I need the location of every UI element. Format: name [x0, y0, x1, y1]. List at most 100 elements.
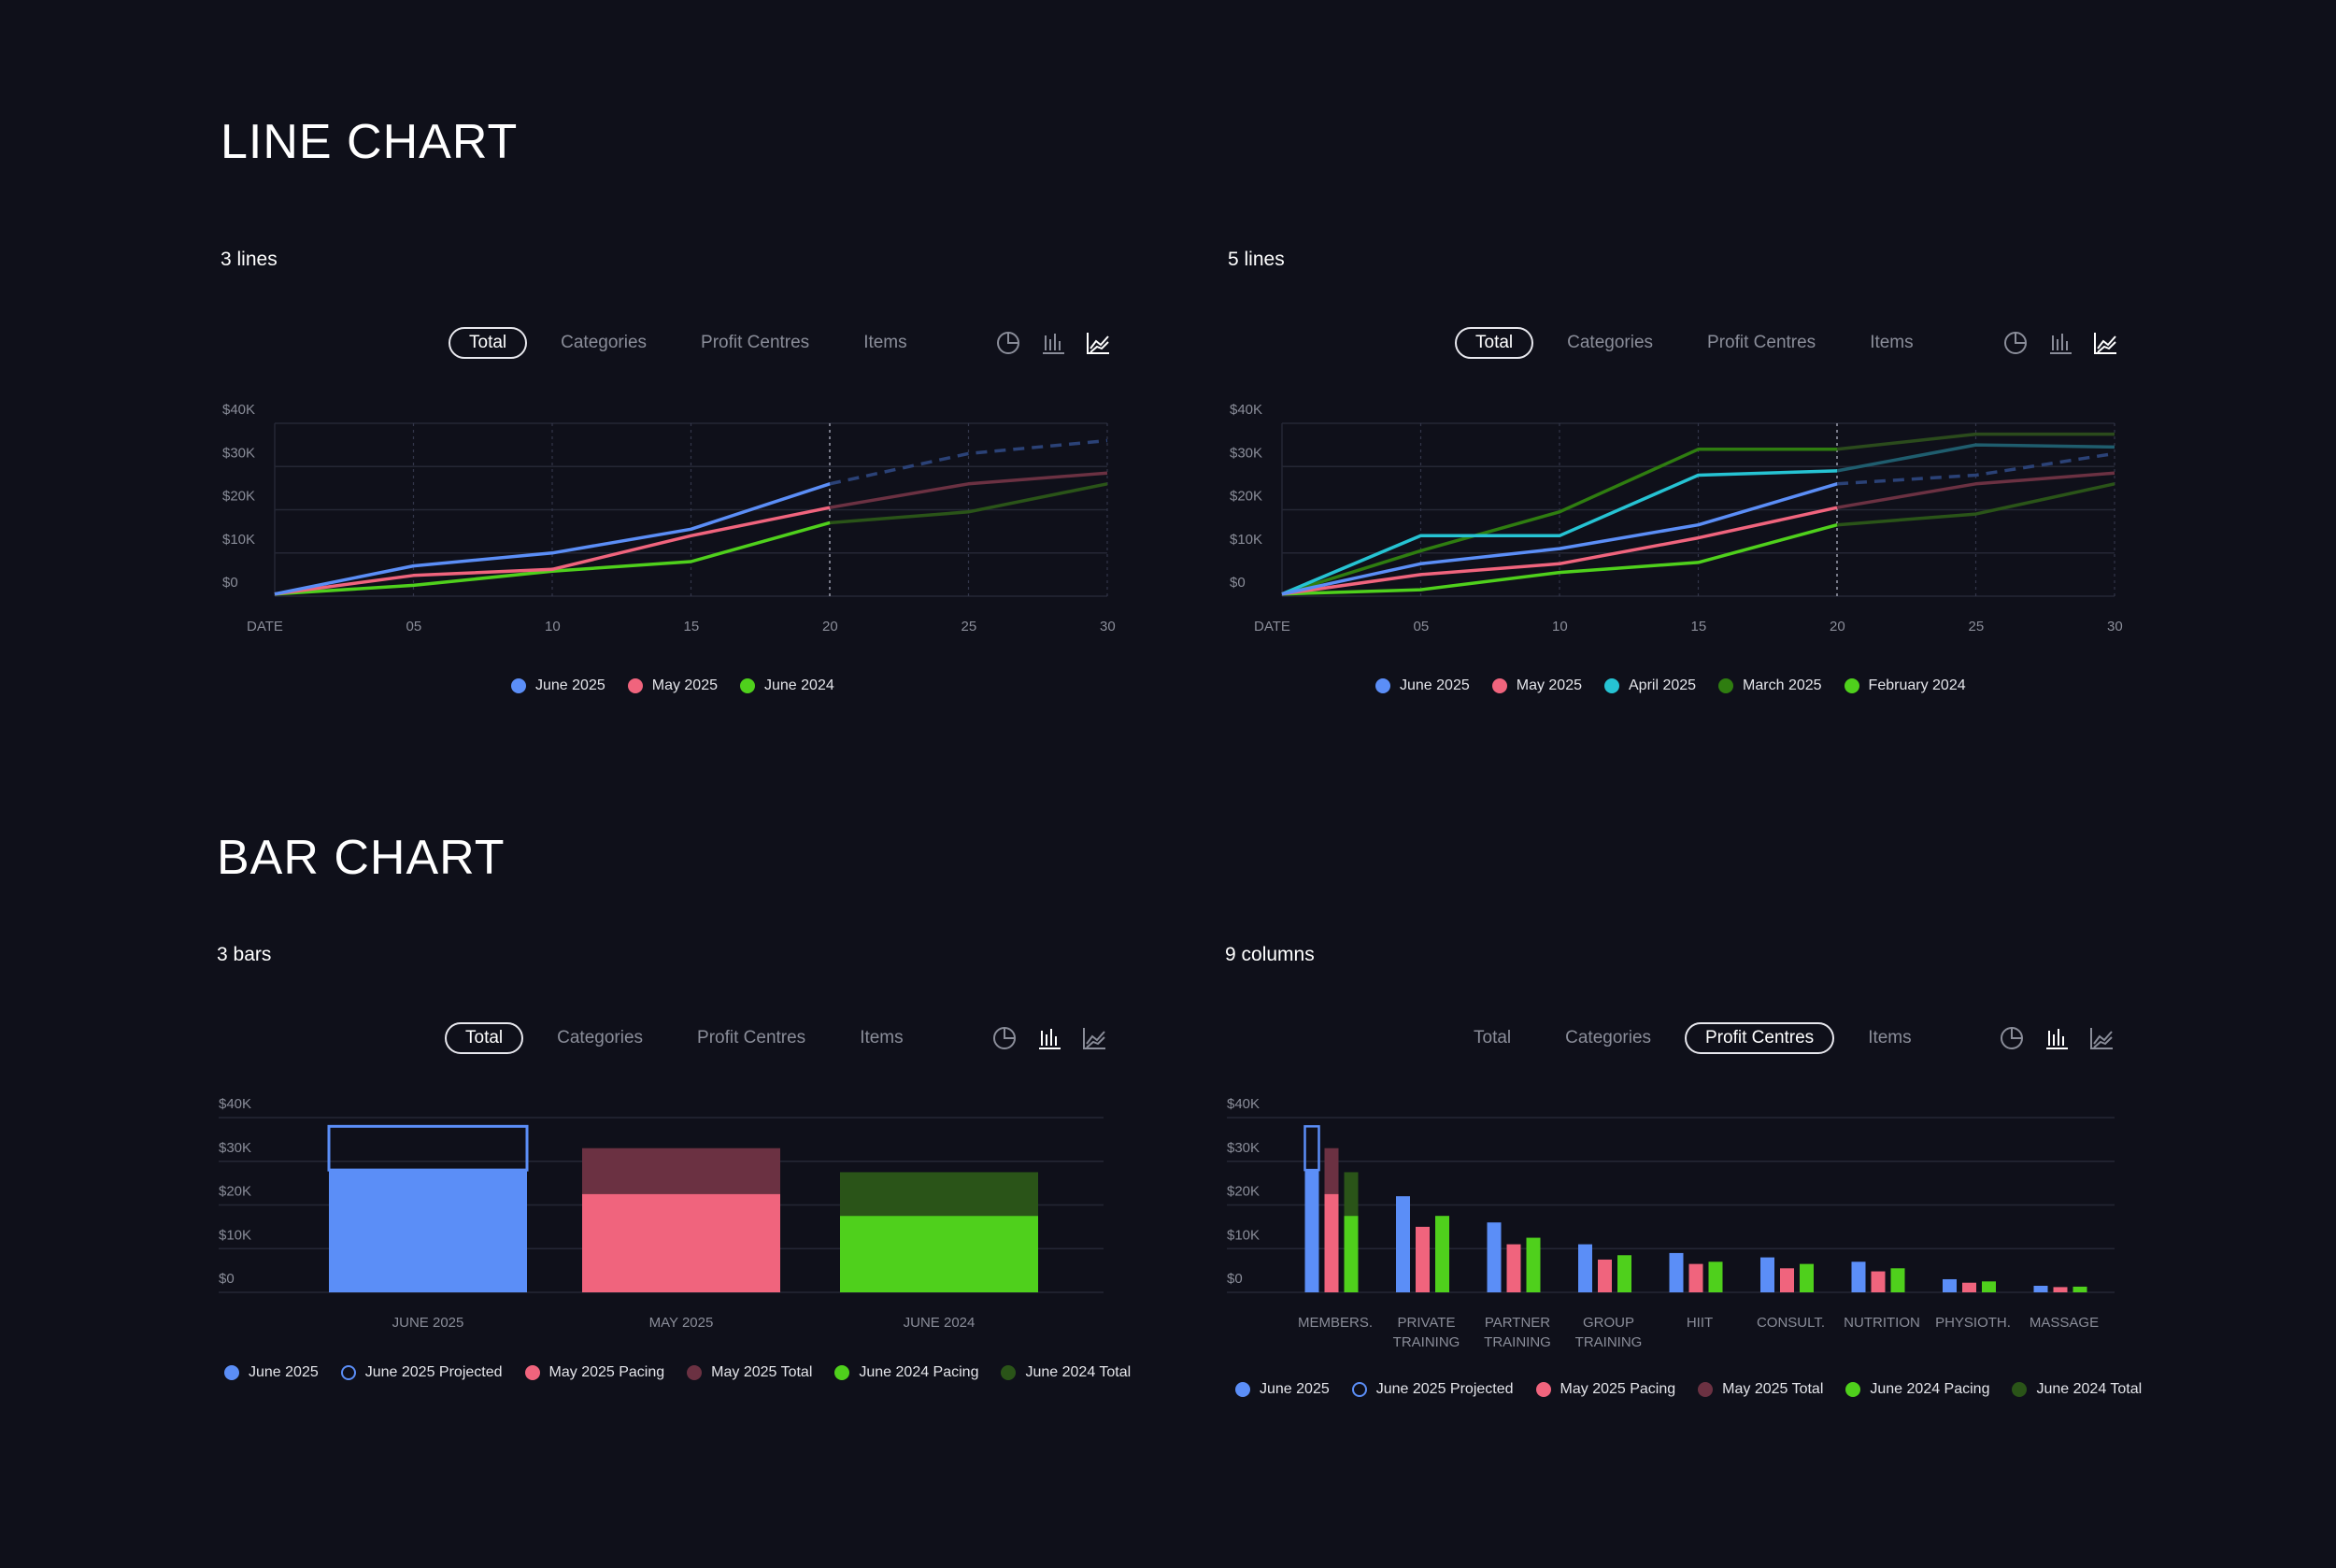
bar-june-2024: [1435, 1216, 1449, 1292]
pie-chart-icon[interactable]: [2001, 328, 2030, 358]
chart-view-switcher: [990, 1023, 1109, 1053]
line-series-may-2025-after: [1836, 471, 2115, 509]
bar-june-2024: [1617, 1255, 1631, 1292]
x-tick-label: DATE: [1254, 619, 1290, 634]
x-tick-label: PRIVATE: [1398, 1315, 1456, 1331]
tab-profit-centres[interactable]: Profit Centres: [1685, 1022, 1835, 1054]
tab-categories[interactable]: Categories: [557, 1028, 644, 1048]
y-tick-label: $0: [222, 575, 238, 591]
x-tick-label: 10: [1552, 619, 1568, 634]
x-tick-label: 30: [2107, 619, 2123, 634]
tab-profit-centres[interactable]: Profit Centres: [697, 1028, 806, 1048]
tab-items[interactable]: Items: [1868, 1028, 1912, 1048]
bar-june-2025: [329, 1170, 527, 1292]
bar-chart-icon[interactable]: [2042, 1023, 2072, 1053]
y-tick-label: $40K: [1230, 402, 1262, 418]
bar-june-2024: [840, 1216, 1038, 1292]
legend-item-may-2025: May 2025: [627, 677, 718, 694]
legend-swatch: [1235, 1382, 1250, 1397]
line-series-june-2024: [274, 520, 831, 596]
legend-label: June 2024 Pacing: [859, 1364, 979, 1380]
chart-view-switcher: [2001, 328, 2120, 358]
tab-total[interactable]: Total: [1455, 327, 1534, 359]
legend-item-june-2024-pacing: June 2024 Pacing: [834, 1364, 978, 1381]
x-tick-label: GROUP: [1583, 1315, 1634, 1331]
bar-total-may-2025: [582, 1147, 780, 1194]
bar-june-2025: [1396, 1196, 1410, 1292]
legend-label: June 2025: [249, 1364, 319, 1380]
tab-total[interactable]: Total: [449, 327, 528, 359]
x-tick-label: MEMBERS.: [1298, 1315, 1373, 1331]
legend-swatch: [1844, 678, 1859, 693]
y-tick-label: $10K: [219, 1227, 251, 1243]
x-tick-label: 25: [961, 619, 977, 634]
legend-label: February 2024: [1868, 677, 1966, 693]
tab-items[interactable]: Items: [863, 333, 907, 352]
bar-total-june-2024: [840, 1172, 1038, 1217]
pie-chart-icon[interactable]: [990, 1023, 1019, 1053]
legend-swatch: [627, 678, 643, 693]
tab-categories[interactable]: Categories: [1567, 333, 1654, 352]
line-chart-section-title: LINE CHART: [221, 115, 519, 169]
chart-legend: June 2025 May 2025 April 2025 March 2025 Feb…: [1364, 677, 1977, 694]
line-chart-icon[interactable]: [1083, 328, 1113, 358]
bar-june-2024: [1890, 1268, 1905, 1292]
line-chart-icon[interactable]: [2090, 328, 2120, 358]
y-tick-label: $20K: [1230, 489, 1262, 505]
bar-may-2025: [2053, 1287, 2068, 1292]
legend-swatch: [1604, 678, 1619, 693]
legend-item-june-2025: June 2025: [511, 677, 605, 694]
legend-swatch: [1491, 678, 1507, 693]
x-tick-label: 20: [1830, 619, 1845, 634]
bar-chart-section-title: BAR CHART: [217, 831, 506, 885]
bar-june-2024: [1344, 1216, 1359, 1292]
tab-items[interactable]: Items: [1870, 333, 1914, 352]
x-tick-label: TRAINING: [1393, 1334, 1460, 1350]
tab-items[interactable]: Items: [860, 1028, 904, 1048]
legend-label: June 2025 Projected: [364, 1364, 503, 1380]
legend-label: June 2025 Projected: [1375, 1381, 1514, 1397]
bar-june-2025: [1669, 1252, 1684, 1292]
bar-chart-icon[interactable]: [1034, 1023, 1064, 1053]
tab-total[interactable]: Total: [1474, 1028, 1512, 1048]
y-tick-label: $40K: [1227, 1096, 1260, 1112]
bar-chart-icon[interactable]: [1038, 328, 1068, 358]
legend-label: May 2025: [1516, 677, 1582, 693]
x-tick-label: 15: [684, 619, 700, 634]
tab-profit-centres[interactable]: Profit Centres: [1707, 333, 1816, 352]
x-tick-label: JUNE 2025: [392, 1315, 464, 1331]
bar-chart-3-bars: $0 $10K $20K $30K $40K JUNE 2025 MAY 2025 JUNE …: [219, 1096, 1104, 1331]
chart-view-switcher: [1997, 1023, 2116, 1053]
legend-swatch: [511, 678, 526, 693]
line-chart-icon[interactable]: [2087, 1023, 2116, 1053]
legend-item-june-2025-projected: June 2025 Projected: [340, 1364, 503, 1381]
legend-item-march-2025: March 2025: [1718, 677, 1822, 694]
legend-swatch: [834, 1365, 850, 1380]
line-chart-5-lines: $0 $10K $20K $30K $40K DATE 05 10 15 20 25 30: [1230, 402, 2123, 634]
y-tick-label: $20K: [1227, 1184, 1260, 1200]
legend-label: June 2025: [535, 677, 605, 693]
tab-profit-centres[interactable]: Profit Centres: [701, 333, 810, 352]
legend-swatch: [2012, 1382, 2028, 1397]
bar-chart-icon[interactable]: [2045, 328, 2075, 358]
chart-legend: June 2025 June 2025 Projected May 2025 Pac…: [1224, 1381, 2153, 1398]
pie-chart-icon[interactable]: [1997, 1023, 2027, 1053]
y-tick-label: $30K: [1230, 445, 1262, 461]
bar-may-2025-total: [1324, 1147, 1339, 1194]
tab-categories[interactable]: Categories: [561, 333, 648, 352]
pie-chart-icon[interactable]: [993, 328, 1023, 358]
legend-item-may-2025-total: May 2025 Total: [687, 1364, 812, 1381]
tab-categories[interactable]: Categories: [1565, 1028, 1652, 1048]
legend-swatch: [340, 1365, 356, 1380]
y-tick-label: $0: [219, 1271, 235, 1287]
chart-legend: June 2025 May 2025 June 2024: [500, 677, 846, 694]
legend-label: June 2024 Total: [1025, 1364, 1132, 1380]
legend-item-june-2024: June 2024: [740, 677, 834, 694]
legend-label: May 2025 Pacing: [1560, 1381, 1676, 1397]
chart-title-9-columns: 9 columns: [1225, 944, 1315, 965]
line-series-june-2025-projected: [829, 438, 1108, 486]
bar-may-2025: [1324, 1193, 1339, 1292]
tab-total[interactable]: Total: [445, 1022, 524, 1054]
legend-item-june-2025: June 2025: [1375, 677, 1470, 694]
line-chart-icon[interactable]: [1079, 1023, 1109, 1053]
